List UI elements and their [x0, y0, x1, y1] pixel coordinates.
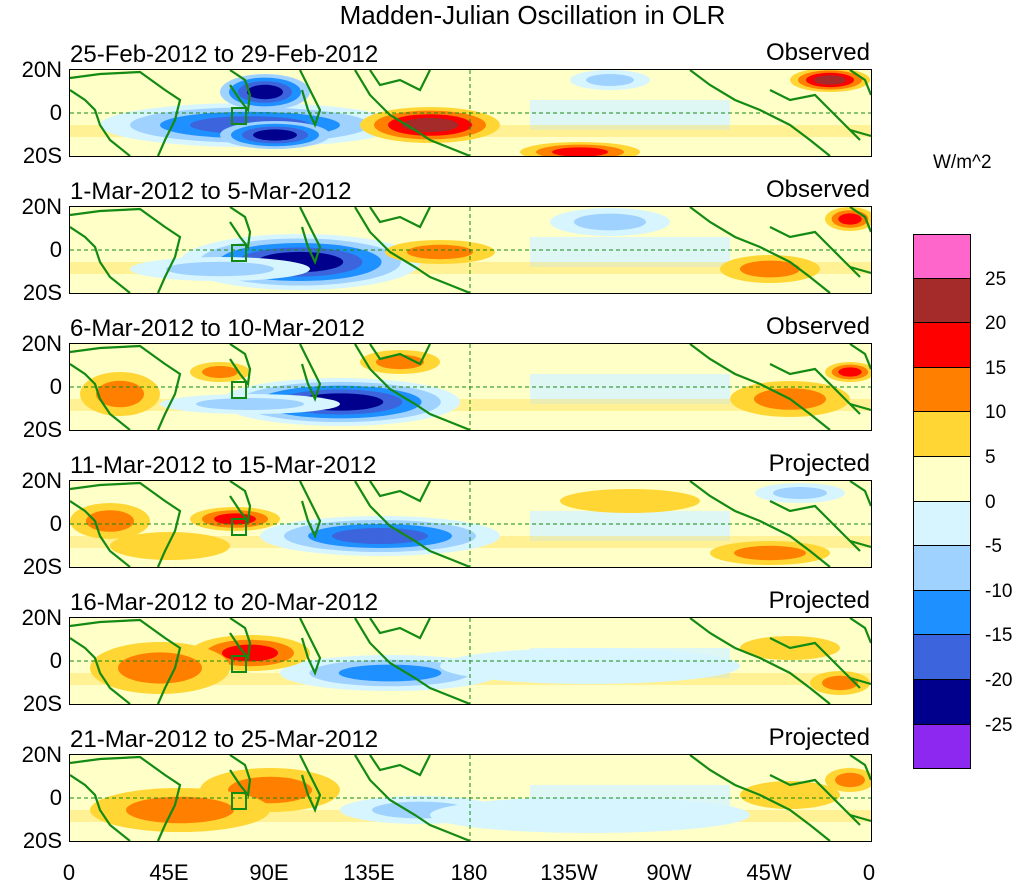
- map-panel: [69, 480, 872, 568]
- panel-type: Projected: [768, 587, 870, 614]
- chart-title: Madden-Julian Oscillation in OLR: [339, 0, 726, 30]
- colorbar-swatch: [913, 323, 971, 368]
- colorbar-swatch: [913, 590, 971, 636]
- longitude-label: 90W: [646, 860, 692, 885]
- colorbar-swatch: [913, 234, 971, 279]
- colorbar-swatch: [913, 367, 971, 413]
- latitude-label: 20S: [22, 554, 62, 579]
- panel-type: Projected: [768, 724, 870, 751]
- olr-anomaly-map: [70, 755, 871, 841]
- latitude-label: 0: [49, 648, 62, 673]
- latitude-label: 20N: [21, 57, 62, 82]
- longitude-label: 180: [450, 860, 488, 885]
- latitude-label: 0: [49, 100, 62, 125]
- panel-type: Projected: [768, 450, 870, 477]
- latitude-label: 20N: [21, 468, 62, 493]
- map-panel: [69, 754, 872, 842]
- latitude-label: 20S: [22, 691, 62, 716]
- colorbar-level-label: 5: [985, 447, 996, 468]
- latitude-label: 0: [49, 237, 62, 262]
- latitude-label: 0: [49, 785, 62, 810]
- map-panel: [69, 206, 872, 294]
- panel-date-range: 11-Mar-2012 to 15-Mar-2012: [70, 452, 377, 479]
- panel-type: Observed: [765, 313, 870, 340]
- latitude-label: 0: [49, 374, 62, 399]
- panel-date-range: 16-Mar-2012 to 20-Mar-2012: [70, 589, 379, 616]
- colorbar-level-label: 10: [985, 402, 1007, 424]
- longitude-label: 90E: [249, 860, 289, 885]
- colorbar-level-label: 20: [985, 313, 1007, 335]
- map-panel: [69, 617, 872, 705]
- colorbar-level-label: 0: [985, 491, 996, 513]
- latitude-label: 20N: [21, 331, 62, 356]
- colorbar-units: W/m^2: [933, 152, 992, 173]
- panel-date-range: 1-Mar-2012 to 5-Mar-2012: [70, 178, 352, 205]
- latitude-label: 20S: [22, 280, 62, 305]
- colorbar-level-label: -5: [985, 536, 1002, 558]
- olr-anomaly-map: [70, 70, 871, 156]
- colorbar: [913, 234, 971, 770]
- longitude-label: 0: [62, 860, 76, 885]
- latitude-label: 20S: [22, 417, 62, 442]
- colorbar-level-label: 25: [985, 268, 1007, 290]
- latitude-label: 0: [49, 511, 62, 536]
- olr-anomaly-map: [70, 481, 871, 567]
- olr-anomaly-map: [70, 207, 871, 293]
- longitude-label: 135W: [540, 860, 598, 885]
- panel-type: Observed: [765, 176, 870, 203]
- colorbar-level-label: -15: [985, 625, 1013, 647]
- longitude-label: 45W: [746, 860, 792, 885]
- colorbar-swatch: [913, 546, 971, 591]
- colorbar-level-label: -25: [985, 714, 1013, 736]
- colorbar-swatch: [913, 456, 971, 502]
- latitude-label: 20S: [22, 828, 62, 853]
- colorbar-swatch: [913, 412, 971, 457]
- latitude-label: 20N: [21, 194, 62, 219]
- longitude-label: 45E: [149, 860, 189, 885]
- panel-date-range: 25-Feb-2012 to 29-Feb-2012: [70, 41, 379, 68]
- colorbar-level-label: 15: [985, 357, 1007, 379]
- colorbar-swatch: [913, 278, 971, 324]
- latitude-label: 20S: [22, 143, 62, 168]
- colorbar-level-label: -10: [985, 580, 1013, 602]
- longitude-label: 0: [862, 860, 876, 885]
- colorbar-swatch: [913, 501, 971, 547]
- map-panel: [69, 69, 872, 157]
- latitude-label: 20N: [21, 605, 62, 630]
- colorbar-swatch: [913, 635, 971, 680]
- panel-type: Observed: [765, 39, 870, 66]
- panel-date-range: 6-Mar-2012 to 10-Mar-2012: [70, 315, 365, 342]
- colorbar-swatch: [913, 724, 971, 770]
- longitude-label: 135E: [343, 860, 395, 885]
- map-panel: [69, 343, 872, 431]
- colorbar-level-label: -20: [985, 670, 1013, 691]
- colorbar-swatch: [913, 679, 971, 725]
- panel-date-range: 21-Mar-2012 to 25-Mar-2012: [70, 726, 379, 753]
- olr-anomaly-map: [70, 618, 871, 704]
- latitude-label: 20N: [21, 742, 62, 767]
- olr-anomaly-map: [70, 344, 871, 430]
